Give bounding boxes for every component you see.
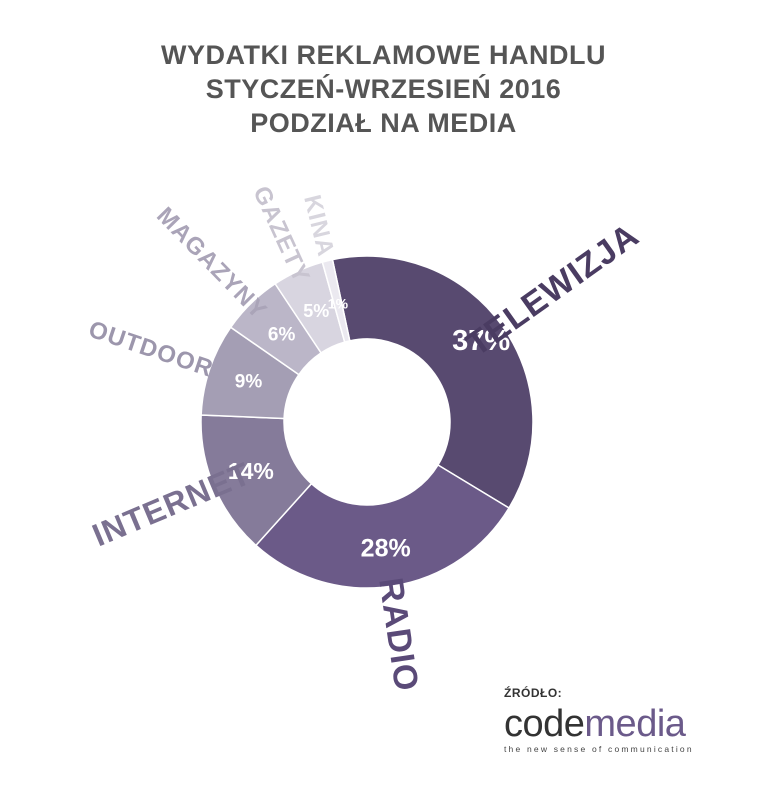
slice-telewizja [332,256,533,508]
category-label-outdoor: OUTDOOR [85,316,217,383]
value-label-magazyny: 6% [268,324,296,345]
value-label-outdoor: 9% [235,372,263,393]
category-label-kina: KINA [298,192,339,259]
codemedia-logo: codemedia [504,704,734,744]
category-label-telewizja: TELEWIZJA [460,216,646,364]
logo-part-code: code [504,703,584,745]
source-label: ŹRÓDŁO: [504,686,734,700]
logo-part-media: media [584,703,685,745]
category-label-magazyny: MAGAZYNY [151,202,272,325]
source-block: ŹRÓDŁO: codemedia the new sense of commu… [504,686,734,754]
category-label-radio: RADIO [371,575,425,694]
value-label-gazety: 5% [303,301,329,321]
value-label-kina: 1% [328,296,349,312]
value-label-radio: 28% [361,535,411,563]
logo-tagline: the new sense of communication [504,744,734,754]
